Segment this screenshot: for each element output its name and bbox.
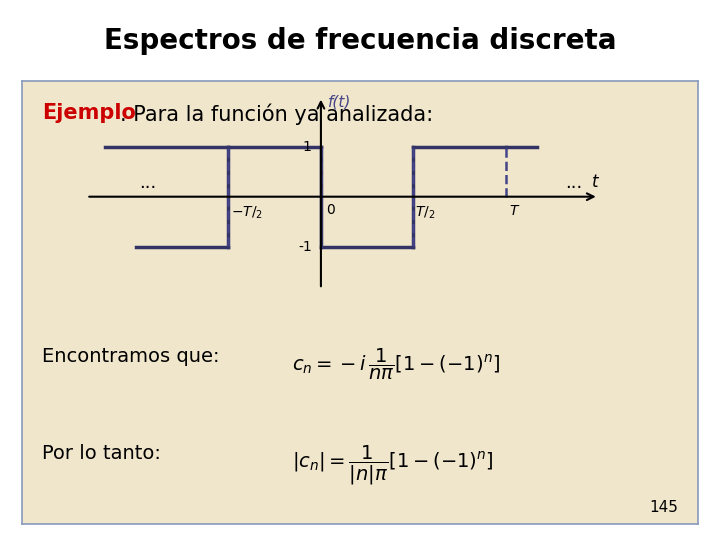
Text: ...: ...: [565, 174, 582, 192]
Text: -1: -1: [298, 240, 312, 254]
Text: 145: 145: [649, 500, 678, 515]
Text: $-T/_{2}$: $-T/_{2}$: [231, 204, 264, 220]
Text: 0: 0: [326, 202, 335, 217]
Text: Ejemplo: Ejemplo: [42, 103, 136, 123]
Text: Espectros de frecuencia discreta: Espectros de frecuencia discreta: [104, 27, 616, 55]
Text: f(t): f(t): [328, 94, 351, 109]
Text: $t$: $t$: [591, 173, 600, 191]
Text: Encontramos que:: Encontramos que:: [42, 347, 220, 366]
Text: 1: 1: [303, 140, 312, 154]
Text: Por lo tanto:: Por lo tanto:: [42, 444, 161, 463]
Text: $c_n = -i\,\dfrac{1}{n\pi}[1-(-1)^n]$: $c_n = -i\,\dfrac{1}{n\pi}[1-(-1)^n]$: [292, 347, 500, 382]
Text: $T$: $T$: [509, 204, 521, 218]
Text: $|c_n| = \dfrac{1}{|n|\pi}[1-(-1)^n]$: $|c_n| = \dfrac{1}{|n|\pi}[1-(-1)^n]$: [292, 444, 494, 487]
Text: . Para la función ya analizada:: . Para la función ya analizada:: [120, 103, 433, 125]
Text: ...: ...: [140, 174, 157, 192]
Text: $T/_{2}$: $T/_{2}$: [415, 204, 436, 220]
